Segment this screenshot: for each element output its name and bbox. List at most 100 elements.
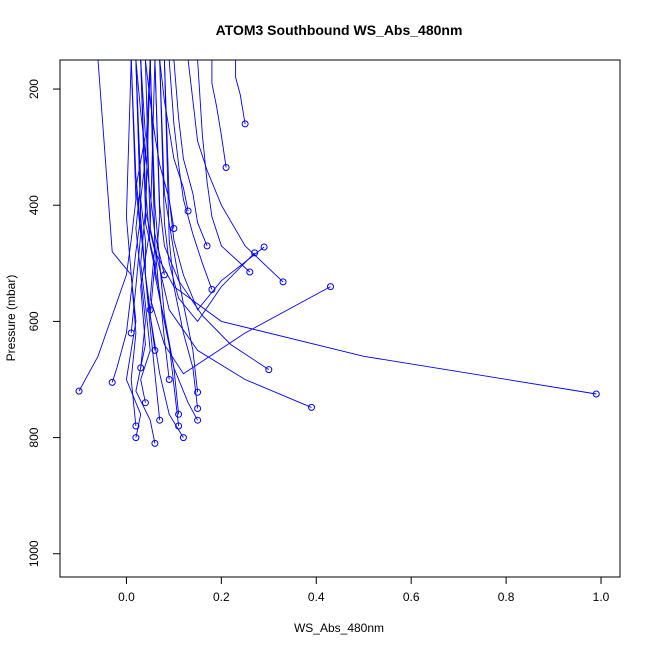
profile-series-14 xyxy=(197,60,254,276)
profile-series-21 xyxy=(211,60,230,171)
data-point xyxy=(279,278,287,286)
x-axis-label: WS_Abs_480nm xyxy=(294,621,384,635)
series-line xyxy=(130,60,156,351)
profile-series-22 xyxy=(235,60,249,128)
data-point xyxy=(108,378,116,386)
chart-title: ATOM3 Southbound WS_Abs_480nm xyxy=(216,22,463,38)
x-tick-label: 0.4 xyxy=(308,590,325,604)
y-axis-label: Pressure (mbar) xyxy=(4,275,18,362)
profile-series-15 xyxy=(168,60,216,293)
series-line xyxy=(149,60,312,408)
series-line xyxy=(140,60,151,310)
data-point xyxy=(246,268,254,276)
x-tick-label: 0.2 xyxy=(213,590,230,604)
profile-series-18 xyxy=(144,60,178,232)
x-tick-label: 0.8 xyxy=(498,590,515,604)
profile-series-10 xyxy=(149,60,315,411)
series-line xyxy=(144,60,597,395)
data-point xyxy=(156,416,164,424)
profile-series-13 xyxy=(159,60,259,323)
profile-series-30 xyxy=(149,60,183,430)
data-point xyxy=(137,364,145,372)
profile-series-20 xyxy=(135,60,168,279)
data-point xyxy=(308,403,315,411)
profile-series-17 xyxy=(173,60,211,250)
data-point xyxy=(160,271,168,279)
profile-series-1 xyxy=(97,60,142,442)
y-tick-label: 200 xyxy=(27,79,41,99)
data-point xyxy=(241,120,249,128)
data-point xyxy=(184,207,192,215)
data-point xyxy=(151,439,159,447)
profile-series-31 xyxy=(163,60,202,412)
data-point xyxy=(132,422,140,430)
plot-frame xyxy=(59,59,621,578)
data-point xyxy=(208,286,216,293)
y-tick-label: 400 xyxy=(27,195,41,215)
data-point xyxy=(194,405,202,412)
profile-series-8 xyxy=(144,60,600,398)
series-line xyxy=(135,60,165,276)
data-point xyxy=(127,329,135,337)
data-point xyxy=(170,225,178,232)
series-line xyxy=(78,60,137,392)
data-point xyxy=(203,242,211,250)
x-tick-label: 1.0 xyxy=(593,590,610,604)
data-point xyxy=(141,399,149,407)
data-point xyxy=(132,434,140,442)
data-point xyxy=(75,387,83,395)
data-point xyxy=(175,422,183,430)
data-point xyxy=(165,376,173,383)
series-line xyxy=(125,60,137,427)
data-point xyxy=(151,346,159,354)
series-line xyxy=(130,60,146,334)
series-line xyxy=(173,60,208,247)
data-point xyxy=(251,249,259,257)
series-line xyxy=(135,60,146,368)
data-point xyxy=(175,410,183,418)
profile-series-33 xyxy=(135,60,146,372)
series-line xyxy=(149,60,331,375)
data-point xyxy=(260,243,268,251)
profile-series-11 xyxy=(154,60,273,374)
data-point xyxy=(222,164,230,171)
x-tick-label: 0.6 xyxy=(403,590,420,604)
y-tick-label: 600 xyxy=(27,311,41,331)
series-line xyxy=(159,60,255,323)
series-line xyxy=(159,60,189,212)
profile-series-7 xyxy=(75,60,137,395)
data-point xyxy=(327,283,334,291)
profile-series-32 xyxy=(140,60,154,314)
axes-layer: 0.0 0.2 0.4 0.6 0.8 1.0 200 400 600 800 1000 xyxy=(27,79,610,604)
series-line xyxy=(197,60,251,273)
profile-series-24 xyxy=(149,60,183,418)
y-tick-label: 800 xyxy=(27,427,41,447)
series-line xyxy=(159,60,199,393)
data-point xyxy=(146,306,154,314)
data-point xyxy=(265,366,273,374)
data-point xyxy=(194,388,202,396)
series-layer xyxy=(75,60,600,447)
x-tick-label: 0.0 xyxy=(118,590,135,604)
profile-series-19 xyxy=(127,60,146,337)
profile-series-12 xyxy=(163,60,268,311)
data-point xyxy=(179,434,187,442)
series-line xyxy=(235,60,246,124)
series-line xyxy=(163,60,265,311)
series-line xyxy=(163,60,199,409)
profile-series-16 xyxy=(159,60,192,215)
series-line xyxy=(154,60,270,370)
series-line xyxy=(149,60,180,415)
series-line xyxy=(187,60,284,283)
data-point xyxy=(592,390,600,398)
series-line xyxy=(97,60,142,438)
series-line xyxy=(211,60,227,168)
y-tick-label: 1000 xyxy=(27,540,41,567)
series-line xyxy=(144,60,175,229)
profile-series-25 xyxy=(159,60,202,396)
profile-series-23 xyxy=(187,60,287,286)
series-line xyxy=(168,60,213,290)
profile-series-28 xyxy=(125,60,140,430)
series-line xyxy=(149,60,180,427)
